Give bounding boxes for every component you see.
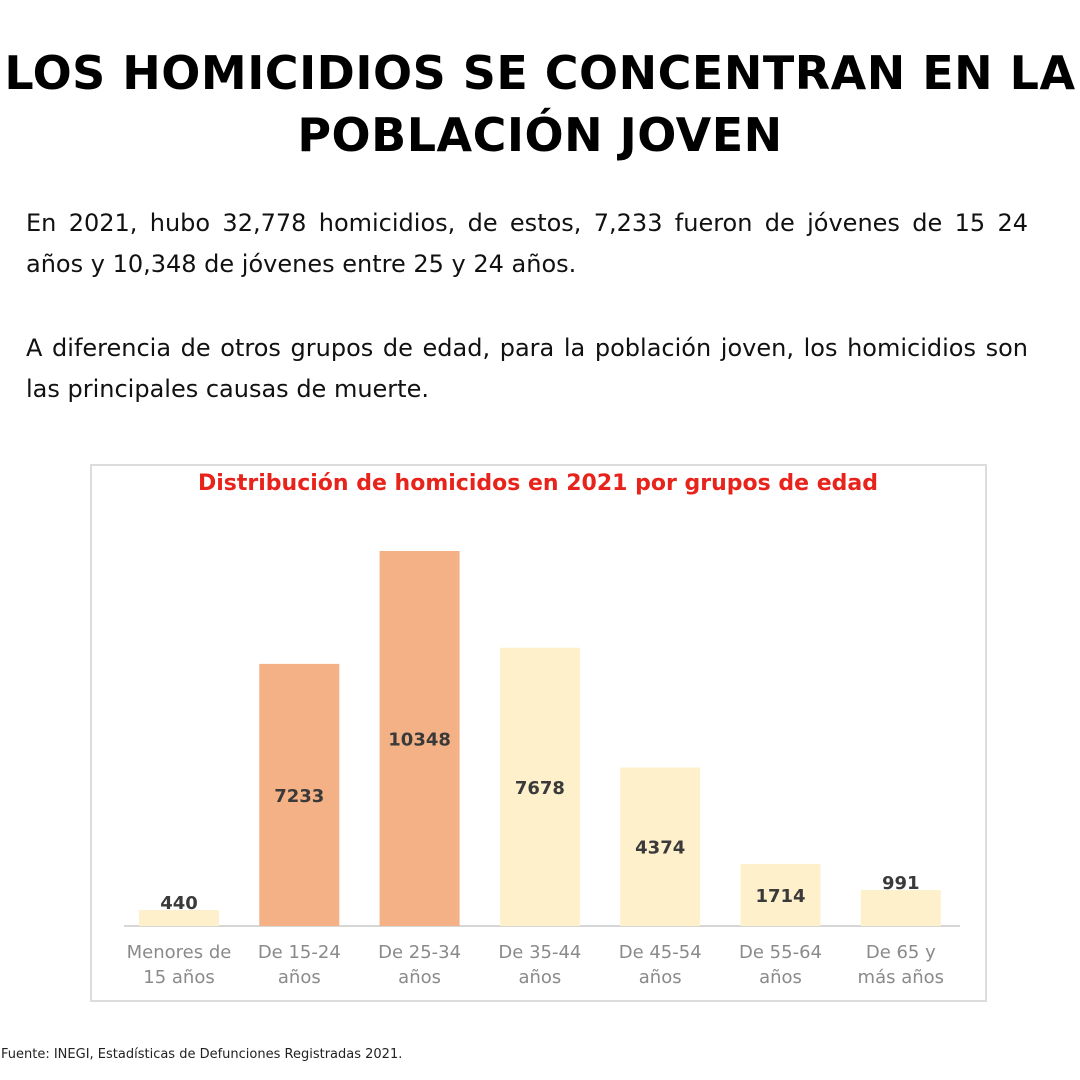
value-labels-group: 440 7233 10348 7678 4374 1714 991	[160, 730, 919, 915]
value-label-5: 1714	[755, 886, 805, 907]
category-label-0: Menores de 15 años	[127, 942, 232, 988]
category-label-3-line-0: De 35-44	[498, 942, 581, 963]
title-line-1: LOS HOMICIDIOS SE CONCENTRAN EN LA	[4, 46, 1076, 100]
context-paragraph: A diferencia de otros grupos de edad, pa…	[26, 334, 1028, 403]
category-label-0-line-1: 15 años	[143, 967, 214, 988]
bar-chart: Distribución de homicidos en 2021 por gr…	[124, 471, 960, 988]
value-label-0: 440	[160, 893, 198, 914]
category-label-2: De 25-34 años	[378, 942, 461, 988]
bar-1	[259, 663, 340, 926]
category-label-2-line-1: años	[398, 967, 441, 988]
bar-6	[860, 890, 941, 926]
bar-5	[740, 863, 821, 926]
category-label-0-line-0: Menores de	[127, 942, 232, 963]
bar-3	[499, 647, 580, 926]
category-label-5-line-1: años	[759, 967, 802, 988]
category-label-3-line-1: años	[518, 967, 561, 988]
chart-title: Distribución de homicidos en 2021 por gr…	[198, 471, 878, 496]
category-label-1-line-1: años	[278, 967, 321, 988]
category-label-1-line-0: De 15-24	[258, 942, 341, 963]
category-label-5: De 55-64 años	[739, 942, 822, 988]
value-label-4: 4374	[635, 838, 685, 859]
category-label-4-line-0: De 45-54	[619, 942, 702, 963]
category-label-4-line-1: años	[639, 967, 682, 988]
value-label-1: 7233	[274, 786, 324, 807]
category-label-6: De 65 y más años	[858, 942, 945, 988]
bars-group	[139, 551, 941, 926]
page-title: LOS HOMICIDIOS SE CONCENTRAN EN LA POBLA…	[0, 42, 1080, 166]
category-label-3: De 35-44 años	[498, 942, 581, 988]
value-label-2: 10348	[388, 730, 451, 751]
category-label-2-line-0: De 25-34	[378, 942, 461, 963]
bar-4	[620, 767, 701, 926]
category-label-4: De 45-54 años	[619, 942, 702, 988]
category-label-6-line-1: más años	[858, 967, 945, 988]
intro-paragraph: En 2021, hubo 32,778 homicidios, de esto…	[26, 209, 1028, 278]
value-label-3: 7678	[515, 778, 565, 799]
category-label-6-line-0: De 65 y	[866, 942, 936, 963]
category-label-5-line-0: De 55-64	[739, 942, 822, 963]
source-note: Fuente: INEGI, Estadísticas de Defuncion…	[1, 1047, 403, 1062]
category-labels-group: Menores de 15 años De 15-24 años De 25-34 año…	[127, 942, 944, 988]
title-line-2: POBLACIÓN JOVEN	[297, 108, 783, 162]
bar-2	[379, 551, 460, 926]
chart-container: Distribución de homicidos en 2021 por gr…	[90, 464, 987, 1002]
value-label-6: 991	[882, 873, 920, 894]
category-label-1: De 15-24 años	[258, 942, 341, 988]
bar-0	[139, 910, 219, 926]
